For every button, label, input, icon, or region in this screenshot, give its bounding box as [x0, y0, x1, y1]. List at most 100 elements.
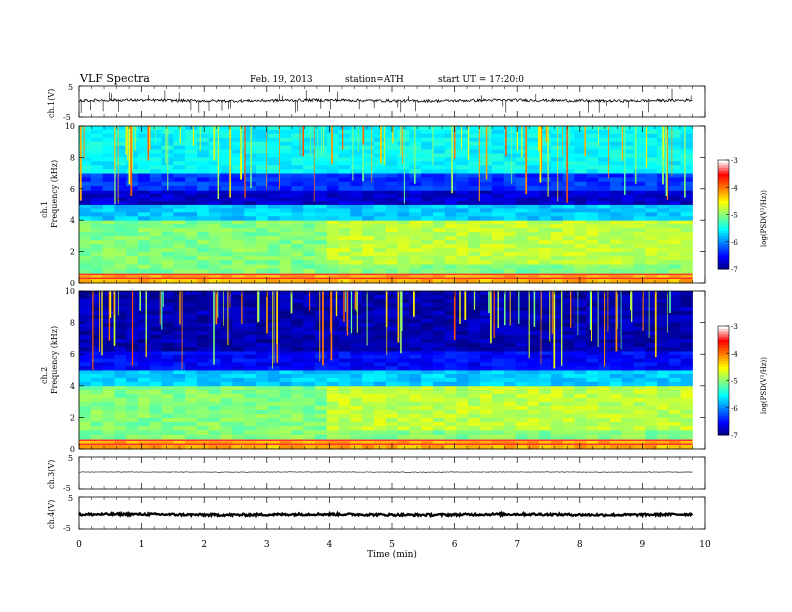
ch1-spec-cell	[232, 133, 245, 139]
ch2-spec-cell	[491, 413, 505, 419]
ch1-spec-cell	[421, 256, 434, 261]
ch1-spec-cell	[79, 236, 92, 241]
ch2-spec-cell	[468, 331, 481, 336]
ch1-spec-cell	[421, 149, 434, 154]
ch2-spec-cell	[385, 354, 398, 360]
ch2-spec-cell	[196, 347, 210, 352]
ch1-spec-cell	[137, 228, 151, 233]
ch2-spec-cell	[621, 385, 634, 391]
ch1-spec-cell	[362, 224, 375, 229]
ch2-spec-cell	[385, 307, 398, 312]
ch1-spec-cell	[303, 126, 316, 131]
ch1-spec-cell	[338, 193, 351, 198]
ch2-spec-cell	[633, 434, 646, 440]
ch1-spec-cell	[680, 126, 693, 131]
ch2-spec-cell	[362, 413, 375, 419]
ch1-spec-cell	[562, 200, 575, 205]
ch1-spec-cell	[232, 244, 245, 249]
ch2-spec-cell	[550, 366, 564, 371]
ch1-spec-cell	[621, 129, 634, 135]
ch1-spec-cell	[350, 169, 363, 174]
ch1-spec-cell	[303, 244, 316, 249]
ch4-wave-trace	[78, 510, 694, 519]
ch2-spec-cell	[267, 377, 280, 383]
ch2-spec-cell	[680, 343, 693, 348]
ch1-spec-cell	[668, 220, 682, 225]
ch1-spec-cell	[645, 153, 658, 158]
ch2-spec-cell	[527, 430, 540, 436]
ch1-spec-cell	[185, 268, 198, 274]
ch1-spec-cell	[680, 181, 693, 187]
ch1-spec-cell	[338, 169, 351, 174]
ch1-spec-cell	[373, 228, 387, 233]
ch1-spec-cell	[90, 204, 103, 209]
ch2-colorbar-cell	[718, 369, 729, 373]
ch1-spec-cell	[609, 129, 623, 135]
ch1-spec-cell	[185, 228, 198, 233]
ch2-spec-cell	[574, 323, 587, 328]
ch1-spec-cell	[232, 129, 245, 135]
ch1-spec-cell	[338, 260, 351, 265]
ch2-spec-cell	[527, 434, 540, 440]
ch1-spec-cell	[574, 204, 587, 209]
ch2-spec-cell	[562, 307, 575, 312]
ch2-colorbar-cell	[718, 355, 729, 360]
ch2-spec-cell	[90, 347, 103, 352]
ch1-spec-cell	[680, 165, 693, 170]
ch2-spec-cell	[326, 397, 339, 403]
ch1-spec-cell	[114, 157, 127, 162]
ch1-spec-cell	[574, 268, 587, 274]
ch2-spec-cell	[668, 366, 682, 371]
ch2-spec-cell	[255, 362, 269, 367]
ch1-spec-cell	[90, 216, 103, 221]
ch2-spec-cell	[291, 307, 304, 312]
ch1-spec-cell	[314, 197, 328, 202]
ch1-spec-cell	[598, 240, 611, 245]
ch1-colorbar-cell	[718, 160, 729, 164]
ch1-spec-cell	[633, 161, 646, 166]
ch1-spec-cell	[338, 181, 351, 187]
ch1-spec-cell	[432, 264, 446, 270]
ch1-spec-cell	[267, 181, 280, 187]
ch2-spec-cell	[550, 422, 564, 427]
ch1-spec-cell	[539, 161, 552, 166]
ch2-spec-cell	[421, 413, 434, 419]
ch2-spec-cell	[609, 413, 623, 419]
ch1-colorbar-cell	[718, 200, 729, 205]
ch2-spec-cell	[303, 417, 316, 423]
ch2-spec-cell	[196, 439, 210, 445]
ch1-spec-cell	[196, 273, 210, 279]
ch1-spec-cell	[385, 260, 398, 265]
ch1-spec-cell	[279, 169, 292, 174]
ch1-spec-cell	[149, 264, 162, 270]
ch1-spec-cell	[503, 232, 516, 237]
ch2-spec-cell	[480, 370, 493, 375]
ch2-spec-cell	[102, 434, 115, 440]
ch1-spec-cell	[244, 208, 257, 213]
ch2-spec-cell	[550, 354, 564, 360]
ch1-spec-cell	[208, 173, 221, 178]
ch1-spec-cell	[114, 165, 127, 170]
ch2-spec-cell	[244, 413, 257, 419]
ch1-spec-cell	[114, 204, 127, 209]
ch2-spec-cell	[668, 409, 682, 415]
ch2-spec-cell	[444, 370, 457, 375]
ch2-spec-cell	[409, 439, 422, 445]
ch2-spec-cell	[421, 291, 434, 296]
ch1-spec-cell	[562, 173, 575, 178]
ch1-spec-cell	[208, 252, 221, 257]
ch2-spec-cell	[373, 385, 387, 391]
ch2-spec-cell	[79, 385, 92, 391]
ch1-spec-cell	[668, 197, 682, 202]
ch2-spec-cell	[444, 331, 457, 336]
ch2-spec-cell	[527, 393, 540, 399]
ch2-spec-cell	[574, 439, 587, 445]
ch2-spec-cell	[397, 397, 410, 403]
ch2-spec-cell	[137, 354, 151, 360]
ch2-spec-cell	[657, 439, 670, 445]
ch1-spec-cell	[255, 190, 269, 195]
ch2-spec-cell	[657, 385, 670, 391]
ch2-spec-cell	[255, 377, 269, 383]
ch2-spec-cell	[668, 339, 682, 344]
ch2-spec-cell	[680, 358, 693, 363]
